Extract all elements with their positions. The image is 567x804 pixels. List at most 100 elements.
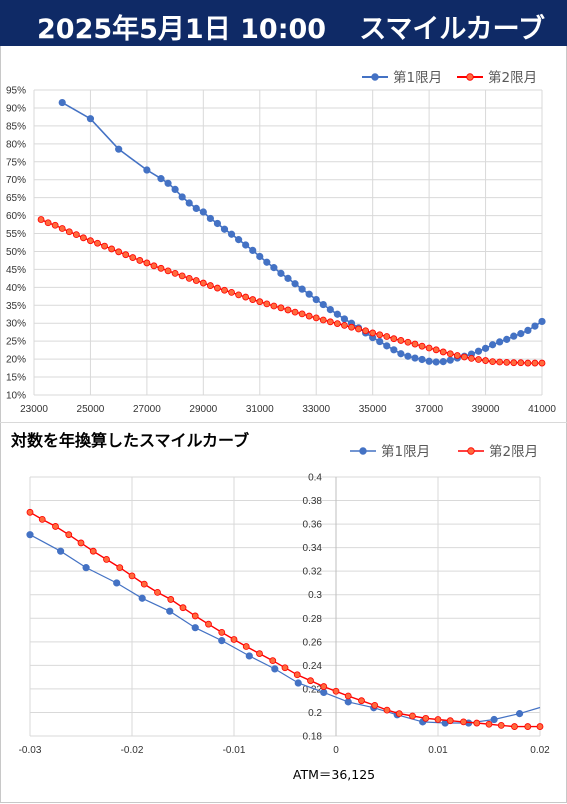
chart2-point-s2	[460, 718, 467, 726]
chart1-y-tick: 25%	[6, 337, 26, 348]
chart1-point-s2	[65, 228, 73, 236]
chart2-point-s1	[82, 564, 90, 572]
chart1-point-s1	[376, 337, 384, 346]
chart1-point-s1	[86, 115, 95, 123]
chart2-point-s2	[65, 531, 73, 539]
chart2-point-s1	[56, 547, 65, 555]
chart2-y-tick: 0.3	[308, 590, 322, 601]
header-date: 2025年5月1日 10:00	[37, 14, 327, 45]
chart2-y-tick: 0.2	[308, 708, 322, 719]
chart2-x-tick: 0.02	[530, 745, 550, 756]
chart1-point-s2	[150, 262, 158, 270]
chart1-point-s1	[213, 219, 222, 228]
chart1-point-s2	[136, 257, 144, 264]
chart2-point-s2	[485, 720, 493, 728]
chart1-point-s2	[270, 302, 278, 310]
chart1-point-s2	[341, 321, 348, 329]
chart2-point-s1	[344, 698, 352, 706]
chart1-point-s2	[397, 337, 405, 344]
chart2-legend-label-1: 第1限月	[381, 443, 430, 460]
chart2-legend-marker-1	[359, 447, 367, 455]
chart1-point-s2	[333, 320, 341, 327]
chart1-point-s1	[474, 347, 483, 355]
chart2-point-s1	[320, 688, 328, 697]
chart1-point-s1	[249, 246, 257, 254]
chart1-y-tick: 35%	[6, 301, 26, 312]
chart2-point-s1	[515, 710, 524, 718]
chart1-point-s2	[369, 329, 377, 337]
chart1-point-s1	[531, 322, 539, 330]
chart1-point-s2	[531, 359, 539, 367]
chart1-legend-marker-2	[466, 73, 474, 81]
chart2-point-s2	[281, 664, 289, 672]
chart1-y-tick: 95%	[6, 86, 26, 97]
chart2-y-tick: 0.34	[303, 543, 323, 554]
chart1-point-s2	[305, 312, 313, 320]
chart1-point-s2	[51, 221, 59, 229]
chart1-y-tick: 60%	[6, 211, 26, 222]
chart1-y-tick: 90%	[6, 103, 26, 114]
chart2-point-s2	[140, 580, 148, 588]
chart2-y-tick: 0.36	[303, 520, 323, 531]
chart2-point-s2	[434, 716, 442, 723]
chart1-point-s2	[468, 354, 475, 362]
chart1-point-s1	[199, 208, 207, 216]
chart2-point-s1	[218, 637, 226, 645]
chart1-y-tick: 20%	[6, 355, 26, 366]
chart2-y-tick: 0.24	[303, 661, 323, 672]
chart1-point-s2	[108, 245, 116, 253]
chart1-legend-label-1: 第1限月	[393, 69, 442, 86]
chart1-point-s2	[178, 272, 186, 280]
chart1-point-s2	[101, 242, 108, 250]
chart2-point-s2	[89, 547, 97, 555]
chart1-point-s1	[277, 269, 285, 277]
chart2-series-line-2	[29, 511, 540, 728]
chart2-point-s2	[77, 539, 85, 547]
chart1-y-tick: 85%	[6, 121, 26, 132]
chart2-y-tick: 0.4	[308, 473, 322, 484]
chart1-point-s2	[263, 300, 271, 308]
chart2-x-tick: 0.01	[428, 745, 448, 756]
chart2-point-s1	[138, 594, 146, 602]
chart1-point-s1	[404, 352, 412, 360]
chart1-point-s1	[517, 330, 525, 338]
chart2-point-s2	[344, 692, 352, 700]
chart2-y-tick: 0.26	[303, 637, 323, 648]
chart1-y-tick: 10%	[6, 391, 26, 402]
chart-divider	[0, 422, 567, 423]
chart1-point-s2	[185, 274, 193, 282]
chart2-point-s2	[242, 643, 250, 650]
chart1-point-s2	[277, 304, 285, 312]
chart1-point-s1	[178, 193, 186, 201]
chart2-legend-label-2: 第2限月	[489, 443, 538, 460]
chart1-point-s1	[284, 274, 292, 282]
chart1-x-tick: 29000	[189, 404, 217, 415]
chart1-point-s2	[58, 225, 66, 232]
chart2-point-s2	[230, 636, 238, 643]
chart2-y-tick: 0.32	[303, 567, 323, 578]
chart1-point-s1	[115, 145, 123, 153]
chart1-point-s1	[326, 305, 334, 314]
chart1-point-s2	[192, 277, 200, 284]
chart2-point-s2	[409, 712, 416, 720]
chart2-point-s2	[128, 572, 136, 580]
chart1-point-s1	[446, 356, 454, 364]
chart2-point-s2	[293, 671, 301, 679]
chart2-point-s2	[446, 717, 454, 725]
chart2-point-s2	[395, 710, 403, 718]
chart1-point-s2	[418, 342, 426, 350]
chart1-point-s1	[312, 295, 320, 304]
chart1-x-tick: 39000	[472, 404, 500, 415]
chart2-y-tick: 0.18	[303, 732, 323, 743]
chart1-point-s1	[171, 185, 179, 193]
chart2-point-s1	[191, 624, 199, 632]
chart2-atm-label: ATM＝36,125	[293, 767, 375, 782]
chart1-point-s2	[94, 239, 101, 247]
chart1-point-s2	[510, 359, 518, 367]
chart2-series-line-1	[29, 534, 541, 724]
header-banner: 2025年5月1日 10:00 スマイルカーブ	[0, 0, 567, 46]
chart1-point-s2	[214, 284, 221, 292]
chart2-point-s2	[167, 596, 175, 603]
chart2-point-s2	[524, 723, 532, 730]
chart1-y-tick: 70%	[6, 175, 26, 186]
